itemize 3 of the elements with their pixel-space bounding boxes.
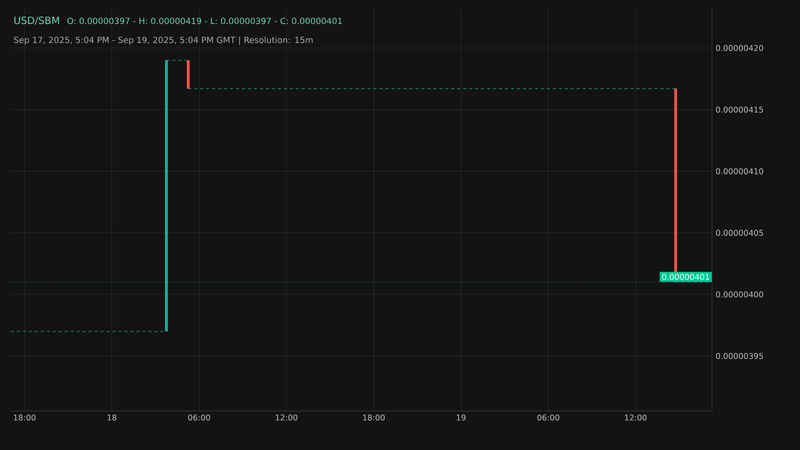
text: USD/SBM bbox=[14, 16, 59, 25]
annotation: O: 0.00000397 - H: 0.00000419 - L: 0.00000397 - C: 0.00000401 bbox=[67, 18, 342, 24]
text: Sep 17, 2025, 5:04 PM - Sep 19, 2025, 5:04 PM GMT | Resolution: 15m bbox=[14, 36, 313, 45]
